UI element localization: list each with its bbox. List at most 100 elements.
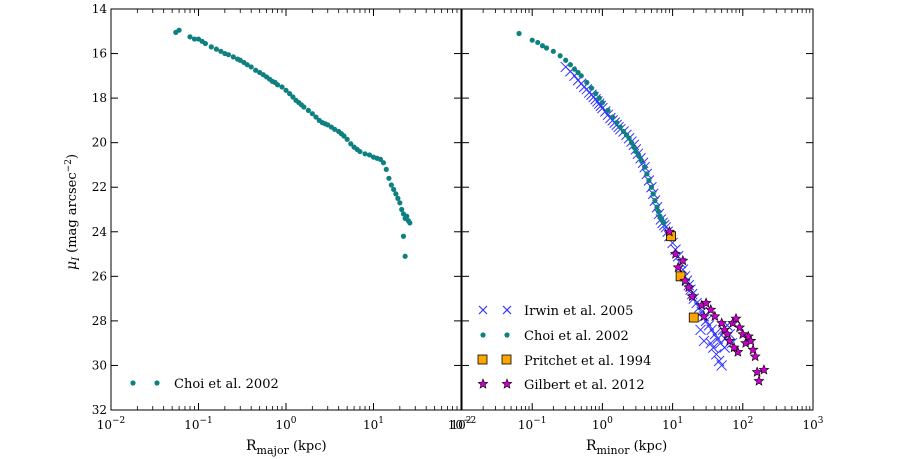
- data-point: [380, 160, 387, 166]
- left-legend-label: Choi et al. 2002: [174, 377, 279, 392]
- data-point: [404, 213, 410, 219]
- data-point: [377, 156, 384, 162]
- data-point: [362, 151, 368, 157]
- legend-irwin-marker-2: [502, 305, 512, 315]
- data-point: [407, 220, 413, 226]
- data-point: [706, 324, 718, 336]
- data-point: [279, 84, 285, 90]
- left-x-axis-label: Rmajor (kpc): [246, 438, 327, 457]
- data-point: [724, 335, 736, 346]
- data-point: [661, 220, 667, 226]
- legend-gilbert-marker-1: [477, 378, 489, 389]
- data-point: [644, 171, 650, 177]
- data-point: [301, 104, 307, 110]
- data-point: [402, 253, 408, 259]
- data-point: [654, 204, 660, 210]
- right-legend: Irwin et al. 2005 Choi et al. 2002 Pritc…: [477, 304, 651, 393]
- left-y-tick-label: 18: [92, 91, 107, 105]
- data-point: [599, 99, 606, 106]
- data-point: [655, 209, 662, 215]
- data-point: [626, 135, 632, 141]
- right-series-2: [516, 30, 667, 226]
- data-point: [742, 330, 754, 342]
- data-point: [737, 328, 749, 339]
- data-point: [648, 184, 655, 190]
- legend-choi-label: Choi et al. 2002: [524, 329, 629, 344]
- left-y-tick-label: 30: [92, 358, 107, 372]
- data-point: [636, 153, 642, 159]
- data-point: [631, 144, 637, 150]
- legend-pritchet-label: Pritchet et al. 1994: [524, 354, 651, 369]
- data-point: [663, 225, 675, 237]
- data-point: [309, 111, 315, 117]
- left-legend-marker-1: [130, 380, 136, 386]
- data-point: [650, 191, 656, 197]
- data-point: [716, 317, 728, 328]
- data-point: [669, 248, 682, 259]
- left-marks: [173, 27, 413, 259]
- left-x-tick-label: 10−1: [184, 416, 213, 432]
- data-point: [710, 348, 722, 360]
- left-series-1: [173, 27, 413, 259]
- data-point: [605, 107, 611, 113]
- right-series-1: [560, 61, 738, 371]
- data-point: [588, 85, 595, 91]
- data-point: [332, 126, 338, 132]
- right-ticks: 10−2 10−1 100 101 102 103: [448, 8, 824, 432]
- data-point: [344, 136, 350, 142]
- left-ticks: 10−2 10−1 100 101 102 14 16 18 20 22 24 26 28 30 32: [92, 2, 472, 432]
- data-point: [400, 233, 407, 239]
- data-point: [202, 40, 209, 47]
- left-legend: Choi et al. 2002: [130, 377, 279, 392]
- left-y-tick-label: 28: [92, 314, 107, 328]
- right-x-tick-label: 102: [732, 416, 753, 432]
- data-point: [563, 57, 569, 63]
- data-point: [581, 83, 593, 95]
- data-point: [529, 37, 535, 43]
- data-point: [187, 34, 193, 40]
- data-point: [617, 124, 623, 130]
- left-x-tick-label: 10−2: [97, 416, 126, 432]
- data-point: [274, 82, 281, 88]
- data-point: [672, 261, 684, 273]
- data-point: [516, 30, 522, 37]
- left-x-tick-label: 100: [275, 416, 296, 432]
- data-point: [225, 52, 232, 58]
- data-point: [366, 152, 373, 158]
- data-point: [543, 45, 550, 51]
- data-point: [652, 197, 658, 204]
- right-series-4: [663, 225, 770, 386]
- data-point: [745, 335, 757, 346]
- data-point: [698, 310, 710, 322]
- legend-choi-marker-2: [504, 332, 510, 338]
- right-x-tick-label: 100: [592, 416, 613, 432]
- data-point: [357, 148, 363, 155]
- left-y-tick-label: 32: [92, 403, 107, 417]
- data-point: [539, 43, 546, 49]
- data-point: [686, 290, 698, 302]
- data-point: [596, 95, 602, 101]
- left-x-tick-label: 101: [363, 416, 384, 432]
- legend-pritchet-marker-2: [501, 354, 512, 365]
- data-point: [721, 328, 733, 339]
- data-point: [313, 114, 319, 120]
- data-point: [730, 312, 742, 324]
- data-point: [698, 335, 710, 347]
- left-y-tick-label: 24: [92, 225, 108, 239]
- data-point: [628, 140, 635, 146]
- data-point: [633, 148, 639, 155]
- data-point: [753, 375, 765, 386]
- data-point: [728, 341, 740, 353]
- left-y-tick-label: 14: [92, 2, 108, 16]
- data-point: [709, 310, 721, 322]
- legend-choi: Choi et al. 2002: [480, 329, 629, 344]
- data-point: [578, 73, 584, 79]
- data-point: [253, 67, 259, 73]
- right-x-axis-label: Rminor (kpc): [586, 438, 667, 457]
- data-point: [290, 94, 296, 100]
- legend-irwin-marker-1: [478, 305, 488, 315]
- data-point: [399, 206, 405, 213]
- right-x-tick-label: 101: [662, 416, 683, 432]
- left-plot-frame: [110, 8, 462, 411]
- data-point: [395, 195, 401, 201]
